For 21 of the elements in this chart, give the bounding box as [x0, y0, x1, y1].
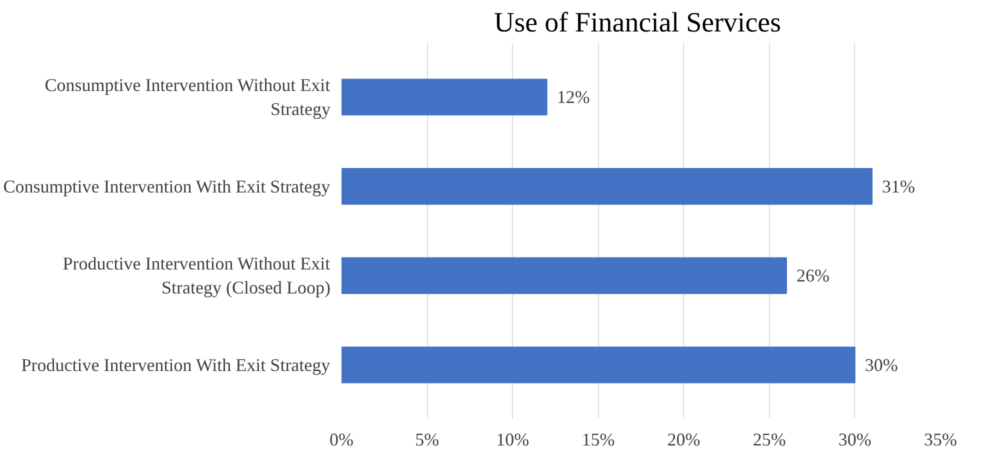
bar — [342, 78, 548, 116]
x-tick-label: 15% — [582, 430, 615, 450]
y-tick-label: Consumptive Intervention With Exit Strategy — [3, 176, 330, 196]
x-tick-label: 5% — [415, 430, 440, 450]
y-tick-label: Productive Intervention Without Exit Strategy (Closed Loop) — [62, 254, 331, 298]
x-tick-label: 35% — [924, 430, 958, 450]
bar — [342, 257, 787, 294]
bar — [342, 346, 856, 384]
x-tick-label: 25% — [752, 430, 786, 450]
data-label: 12% — [556, 87, 590, 108]
x-tick-label: 20% — [667, 430, 700, 450]
data-label: 31% — [882, 176, 916, 196]
x-tick-label: 30% — [838, 430, 872, 450]
chart-title: Use of Financial Services — [494, 8, 781, 38]
data-label: 30% — [864, 354, 898, 375]
y-tick-label: Productive Intervention With Exit Strategy — [21, 354, 330, 375]
x-tick-label: 10% — [496, 430, 530, 450]
bar — [342, 168, 873, 205]
data-label: 26% — [796, 266, 830, 286]
y-tick-label: Consumptive Intervention Without Exit Strategy — [44, 75, 331, 120]
x-tick-label: 0% — [330, 430, 354, 450]
